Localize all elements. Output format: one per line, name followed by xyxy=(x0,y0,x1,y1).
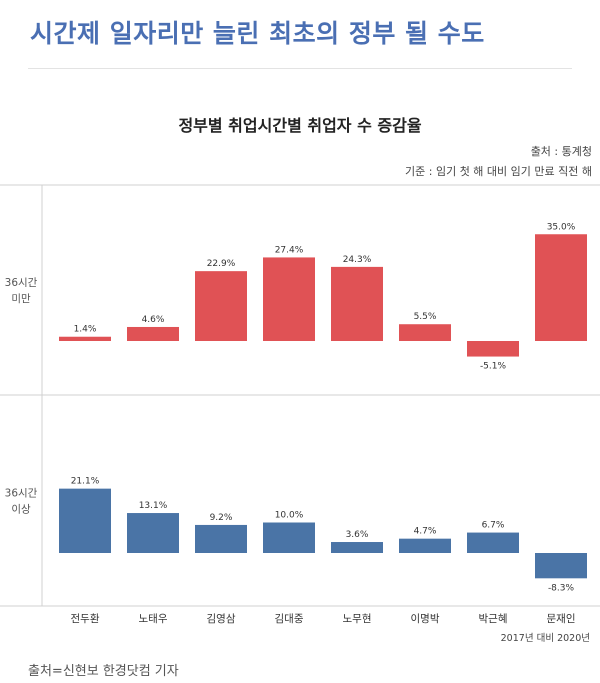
bar-value-label: 9.2% xyxy=(210,513,233,523)
bar xyxy=(127,513,179,553)
x-axis-ticks: 전두환 노태우 김영삼 김대중 노무현 이명박 박근혜 문재인 xyxy=(71,613,576,625)
bar-value-label: 22.9% xyxy=(207,259,236,269)
bar-value-label: 6.7% xyxy=(482,521,505,531)
series-row-label: 36시간 xyxy=(5,277,38,289)
bar xyxy=(467,341,519,357)
x-tick-label: 이명박 xyxy=(411,613,440,625)
bar xyxy=(263,522,315,553)
series-row-label: 36시간 xyxy=(5,488,38,500)
bar-chart: 정부별 취업시간별 취업자 수 증감율 출처 : 통계청 기준 : 임기 첫 해… xyxy=(0,116,600,644)
bar xyxy=(59,336,111,341)
series-row-label: 이상 xyxy=(11,504,31,516)
bar-value-label: -5.1% xyxy=(480,362,507,372)
bar xyxy=(535,553,587,579)
bar xyxy=(535,234,587,341)
bar-value-label: 1.4% xyxy=(74,325,97,335)
x-tick-label: 노무현 xyxy=(343,613,372,625)
bar xyxy=(127,326,179,341)
bar xyxy=(467,532,519,553)
bar-value-label: -8.3% xyxy=(548,583,575,593)
series-row-label: 미만 xyxy=(11,293,31,305)
x-tick-label: 김대중 xyxy=(275,613,304,625)
page-headline: 시간제 일자리만 늘린 최초의 정부 될 수도 xyxy=(30,19,485,48)
bar xyxy=(399,324,451,341)
source-note: 출처 : 통계청 xyxy=(531,145,592,158)
bar-value-label: 21.1% xyxy=(71,477,100,487)
bar-value-label: 27.4% xyxy=(275,245,304,255)
bar xyxy=(331,542,383,553)
basis-note: 기준 : 임기 첫 해 대비 임기 만료 직전 해 xyxy=(405,164,592,178)
x-tick-label: 노태우 xyxy=(139,613,168,625)
x-tick-label: 전두환 xyxy=(71,613,100,625)
bar-value-label: 35.0% xyxy=(547,222,576,232)
bar xyxy=(331,266,383,341)
bar xyxy=(195,271,247,341)
chart-title: 정부별 취업시간별 취업자 수 증감율 xyxy=(178,116,421,135)
chart-panels: 36시간미만1.4%4.6%22.9%27.4%24.3%5.5%-5.1%35… xyxy=(0,184,600,607)
bar-value-label: 10.0% xyxy=(275,511,304,521)
bar-value-label: 24.3% xyxy=(343,255,372,265)
bar xyxy=(399,538,451,553)
x-tick-label: 문재인 xyxy=(547,613,576,625)
period-footnote: 2017년 대비 2020년 xyxy=(501,633,590,644)
bar-value-label: 13.1% xyxy=(139,501,168,511)
x-tick-label: 김영삼 xyxy=(207,613,236,625)
chart-container: 정부별 취업시간별 취업자 수 증감율 출처 : 통계청 기준 : 임기 첫 해… xyxy=(0,75,600,655)
bar-value-label: 5.5% xyxy=(414,312,437,322)
bar xyxy=(59,488,111,553)
bar xyxy=(263,257,315,341)
bar xyxy=(195,524,247,553)
bar-value-label: 3.6% xyxy=(346,530,369,540)
bar-value-label: 4.7% xyxy=(414,527,437,537)
x-tick-label: 박근혜 xyxy=(479,613,508,625)
bar-value-label: 4.6% xyxy=(142,315,165,325)
photo-credit: 출처=신현보 한경닷컴 기자 xyxy=(28,664,179,679)
headline-divider xyxy=(28,68,572,69)
